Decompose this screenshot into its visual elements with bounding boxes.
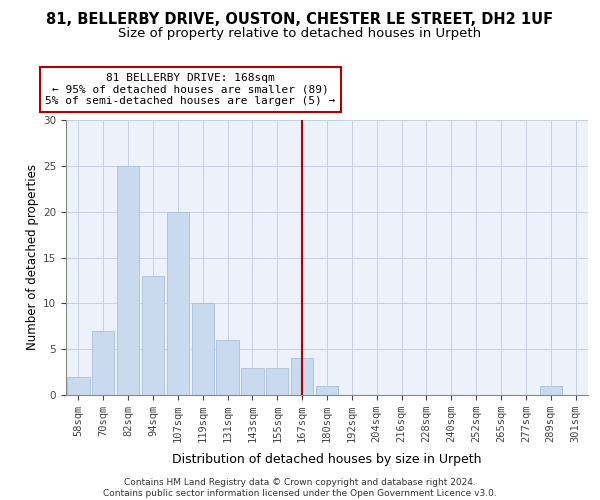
Text: 81, BELLERBY DRIVE, OUSTON, CHESTER LE STREET, DH2 1UF: 81, BELLERBY DRIVE, OUSTON, CHESTER LE S…: [46, 12, 554, 28]
Y-axis label: Number of detached properties: Number of detached properties: [26, 164, 39, 350]
Text: Contains HM Land Registry data © Crown copyright and database right 2024.
Contai: Contains HM Land Registry data © Crown c…: [103, 478, 497, 498]
Bar: [142, 276, 164, 395]
X-axis label: Distribution of detached houses by size in Urpeth: Distribution of detached houses by size …: [172, 454, 482, 466]
Bar: [539, 386, 562, 395]
Bar: [67, 376, 89, 395]
Bar: [266, 368, 289, 395]
Text: Size of property relative to detached houses in Urpeth: Size of property relative to detached ho…: [118, 28, 482, 40]
Bar: [316, 386, 338, 395]
Bar: [92, 331, 115, 395]
Bar: [217, 340, 239, 395]
Bar: [191, 304, 214, 395]
Bar: [117, 166, 139, 395]
Bar: [167, 212, 189, 395]
Text: 81 BELLERBY DRIVE: 168sqm
← 95% of detached houses are smaller (89)
5% of semi-d: 81 BELLERBY DRIVE: 168sqm ← 95% of detac…: [45, 73, 335, 106]
Bar: [241, 368, 263, 395]
Bar: [291, 358, 313, 395]
